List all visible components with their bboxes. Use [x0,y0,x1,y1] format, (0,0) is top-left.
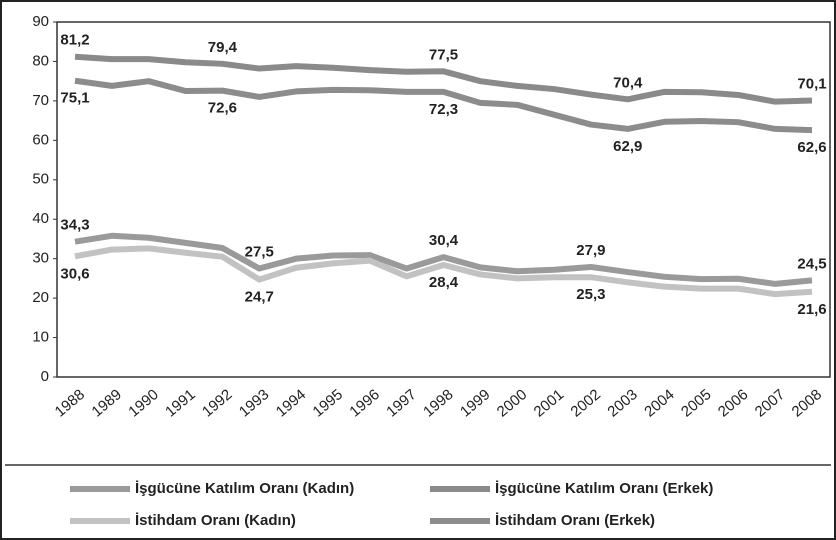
series-line [74,77,813,134]
y-tick-label: 10 [32,329,49,346]
value-label: 30,4 [429,232,459,249]
value-label: 70,4 [613,74,643,91]
value-label: 72,6 [208,100,237,117]
y-tick-label: 30 [32,250,49,267]
y-tick-label: 50 [32,171,49,188]
value-label: 62,9 [613,138,642,155]
y-tick-label: 70 [32,92,49,109]
value-label: 75,1 [60,90,89,107]
value-label: 70,1 [797,75,826,92]
value-label: 24,7 [245,289,274,306]
legend-label: İstihdam Oranı (Erkek) [495,512,655,529]
legend-label: İşgücüne Katılım Oranı (Kadın) [135,480,354,497]
series-line [74,53,813,105]
value-label: 30,6 [60,265,89,282]
series-line [74,232,813,287]
y-tick-label: 40 [32,210,49,227]
value-label: 72,3 [429,101,458,118]
value-label: 21,6 [797,301,826,318]
value-label: 79,4 [208,39,238,56]
y-tick-label: 80 [32,52,49,69]
y-tick-label: 0 [41,368,49,385]
value-label: 27,5 [245,243,274,260]
value-label: 25,3 [576,286,605,303]
value-label: 28,4 [429,274,459,291]
series-line [74,245,813,298]
value-label: 24,5 [797,255,826,272]
y-tick-label: 60 [32,131,49,148]
y-tick-label: 20 [32,289,49,306]
value-label: 81,2 [60,32,89,49]
value-label: 77,5 [429,46,458,63]
value-label: 34,3 [60,217,89,234]
y-tick-label: 90 [32,13,49,30]
value-label: 27,9 [576,242,605,259]
legend-label: İşgücüne Katılım Oranı (Erkek) [495,480,713,497]
plot-frame [56,21,831,378]
legend-label: İstihdam Oranı (Kadın) [135,512,296,529]
value-label: 62,6 [797,139,826,156]
